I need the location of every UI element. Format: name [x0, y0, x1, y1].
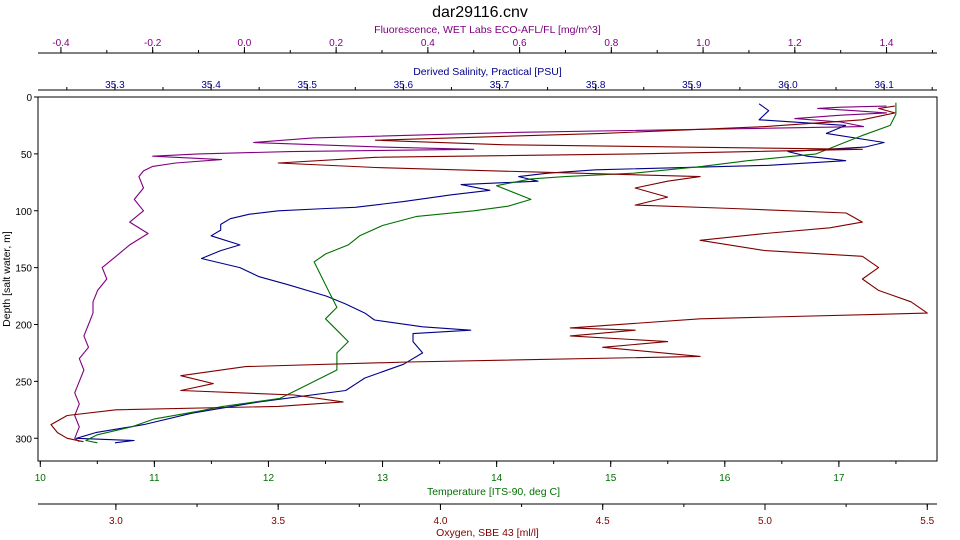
oxygen-tick-label: 5.0 — [758, 516, 772, 527]
y-tick-label: 100 — [15, 207, 32, 218]
oxygen-tick-label: 4.5 — [596, 516, 610, 527]
y-tick-label: 300 — [15, 434, 32, 445]
temperature-tick-label: 14 — [491, 473, 503, 484]
salinity-tick-label: 35.5 — [297, 80, 317, 91]
axes-layer: 0 50 100 150 200 250 300 Depth [salt water, m] -… — [1, 24, 938, 539]
oxygen-tick-label: 4.0 — [433, 516, 447, 527]
fluorescence-tick-label: 1.2 — [788, 38, 802, 49]
salinity-tick-label: 35.6 — [394, 80, 414, 91]
y-tick-label: 250 — [15, 377, 32, 388]
fluorescence-series-line — [74, 105, 888, 443]
fluorescence-tick-label: 1.4 — [880, 38, 894, 49]
fluorescence-tick-label: 0.4 — [421, 38, 435, 49]
salinity-tick-label: 35.9 — [682, 80, 702, 91]
temperature-tick-label: 15 — [605, 473, 617, 484]
temperature-tick-label: 16 — [719, 473, 731, 484]
y-tick-label: 200 — [15, 321, 32, 332]
salinity-tick-label: 36.0 — [778, 80, 798, 91]
salinity-series-line — [75, 103, 885, 444]
temperature-tick-label: 12 — [263, 473, 275, 484]
y-tick-label: 50 — [21, 150, 33, 161]
salinity-axis-title: Derived Salinity, Practical [PSU] — [413, 66, 562, 78]
temperature-tick-label: 11 — [149, 473, 160, 484]
oxygen-tick-label: 3.0 — [109, 516, 123, 527]
chart-title: dar29116.cnv — [432, 4, 528, 21]
y-tick-label: 150 — [15, 264, 32, 275]
fluorescence-tick-label: 0.8 — [604, 38, 618, 49]
oxygen-axis-title: Oxygen, SBE 43 [ml/l] — [436, 527, 539, 539]
oxygen-tick-label: 5.5 — [920, 516, 934, 527]
oxygen-series-line — [50, 105, 928, 443]
fluorescence-tick-label: 0.2 — [329, 38, 343, 49]
fluorescence-tick-label: 0.6 — [513, 38, 527, 49]
fluorescence-tick-label: 1.0 — [696, 38, 710, 49]
temperature-tick-label: 17 — [833, 473, 845, 484]
fluorescence-tick-label: -0.4 — [52, 38, 70, 49]
temperature-series-line — [85, 102, 897, 444]
salinity-tick-label: 35.7 — [490, 80, 510, 91]
temperature-tick-label: 10 — [35, 473, 47, 484]
fluorescence-tick-label: -0.2 — [144, 38, 162, 49]
fluorescence-axis-title: Fluorescence, WET Labs ECO-AFL/FL [mg/m^… — [374, 24, 601, 36]
salinity-tick-label: 36.1 — [874, 80, 894, 91]
temperature-axis-title: Temperature [ITS-90, deg C] — [427, 486, 560, 498]
temperature-tick-label: 13 — [377, 473, 389, 484]
oxygen-tick-label: 3.5 — [271, 516, 285, 527]
y-axis-title: Depth [salt water, m] — [1, 231, 13, 327]
salinity-tick-label: 35.4 — [201, 80, 221, 91]
fluorescence-tick-label: 0.0 — [237, 38, 251, 49]
y-tick-label: 0 — [26, 93, 32, 104]
plot-frame — [37, 96, 938, 462]
series-layer — [50, 102, 928, 444]
salinity-tick-label: 35.3 — [105, 80, 125, 91]
salinity-tick-label: 35.8 — [586, 80, 606, 91]
